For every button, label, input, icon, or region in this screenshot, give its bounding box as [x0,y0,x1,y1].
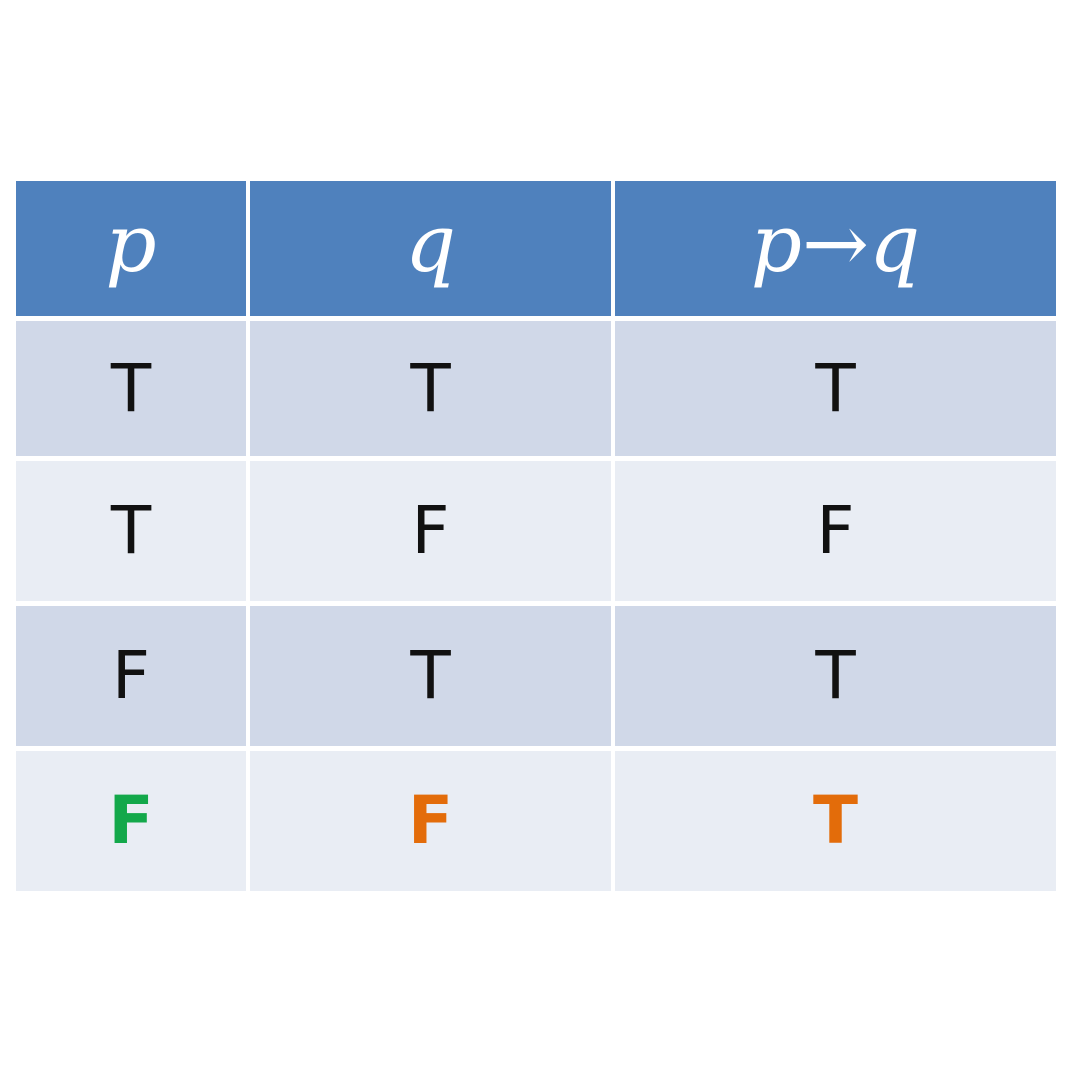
header-q: q [250,181,611,316]
table-cell-r3-q: T [250,606,611,746]
truth-table: p q p→q T T T T F F F T T F F T [16,181,1056,891]
header-p-implies-q: p→q [615,181,1056,316]
table-cell-r2-p-implies-q: F [615,461,1056,601]
table-cell-r2-p: T [16,461,246,601]
table-cell-r2-q: F [250,461,611,601]
table-cell-r1-q: T [250,321,611,456]
table-cell-r3-p: F [16,606,246,746]
table-cell-r4-p-implies-q: T [615,751,1056,891]
table-cell-r1-p: T [16,321,246,456]
table-cell-r3-p-implies-q: T [615,606,1056,746]
table-cell-r4-q: F [250,751,611,891]
header-p: p [16,181,246,316]
table-cell-r4-p: F [16,751,246,891]
table-cell-r1-p-implies-q: T [615,321,1056,456]
